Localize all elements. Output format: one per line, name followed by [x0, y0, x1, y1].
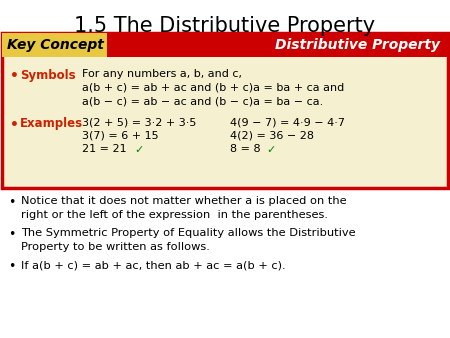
Text: Property to be written as follows.: Property to be written as follows.: [21, 242, 210, 252]
Text: ✓: ✓: [134, 145, 144, 154]
Text: 3(2 + 5) = 3·2 + 3·5: 3(2 + 5) = 3·2 + 3·5: [82, 118, 196, 127]
Text: •: •: [8, 260, 15, 273]
Text: 8 = 8: 8 = 8: [230, 145, 268, 154]
Bar: [2, 33, 448, 188]
Text: If a(b + c) = ab + ac, then ab + ac = a(b + c).: If a(b + c) = ab + ac, then ab + ac = a(…: [21, 260, 286, 270]
Text: a(b + c) = ab + ac and (b + c)a = ba + ca and: a(b + c) = ab + ac and (b + c)a = ba + c…: [82, 82, 344, 93]
Text: •: •: [8, 196, 15, 209]
Text: ✓: ✓: [266, 145, 275, 154]
Text: •: •: [8, 228, 15, 241]
Text: Key Concept: Key Concept: [7, 38, 104, 52]
Bar: [2, 33, 107, 57]
Text: 21 = 21: 21 = 21: [82, 145, 134, 154]
Text: Examples: Examples: [20, 118, 83, 130]
Bar: [2, 33, 448, 57]
Text: 4(9 − 7) = 4·9 − 4·7: 4(9 − 7) = 4·9 − 4·7: [230, 118, 345, 127]
Text: 4(2) = 36 − 28: 4(2) = 36 − 28: [230, 131, 314, 141]
Text: Distributive Property: Distributive Property: [275, 38, 440, 52]
Text: Notice that it does not matter whether a is placed on the: Notice that it does not matter whether a…: [21, 196, 346, 206]
Text: •: •: [10, 69, 19, 83]
Text: a(b − c) = ab − ac and (b − c)a = ba − ca.: a(b − c) = ab − ac and (b − c)a = ba − c…: [82, 96, 323, 106]
Text: For any numbers a, b, and c,: For any numbers a, b, and c,: [82, 69, 242, 79]
Text: 3(7) = 6 + 15: 3(7) = 6 + 15: [82, 131, 158, 141]
Text: 1.5 The Distributive Property: 1.5 The Distributive Property: [74, 16, 376, 36]
Text: right or the left of the expression  in the parentheses.: right or the left of the expression in t…: [21, 211, 328, 220]
Text: Symbols: Symbols: [20, 69, 76, 82]
Text: The Symmetric Property of Equality allows the Distributive: The Symmetric Property of Equality allow…: [21, 228, 356, 238]
Text: •: •: [10, 118, 19, 131]
